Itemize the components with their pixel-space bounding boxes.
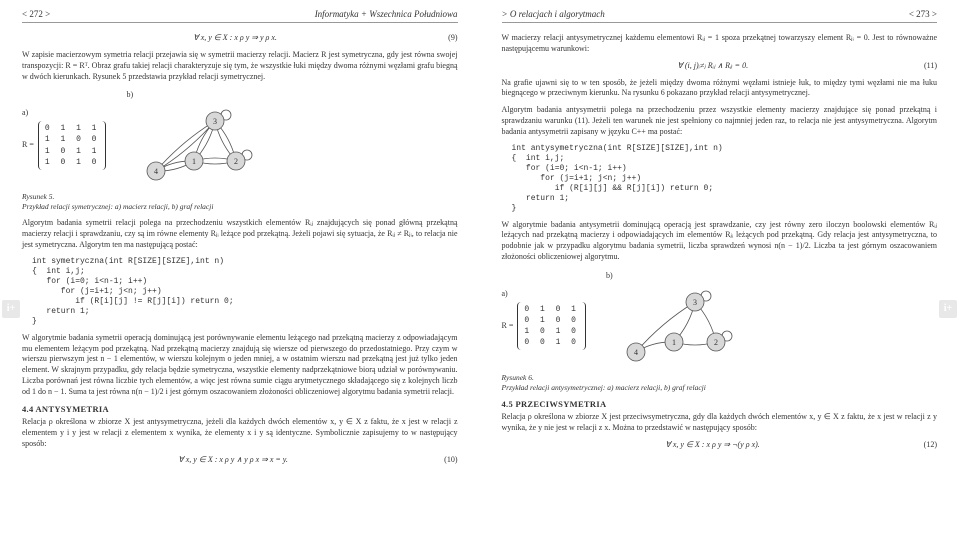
- matrix-row: 1 0 1 0: [45, 157, 100, 168]
- matrix-row: 0 1 0 1: [524, 304, 579, 315]
- header-left: < 272 > Informatyka + Wszechnica Południ…: [22, 8, 458, 23]
- svg-text:4: 4: [154, 167, 158, 176]
- matrix-row: 1 0 1 1: [45, 146, 100, 157]
- eq11-body: ∀ (i, j)ᵢ≠ⱼ Rᵢⱼ ∧ Rⱼᵢ = 0.: [677, 61, 748, 70]
- caption-title: Rysunek 5.: [22, 192, 54, 201]
- para-sym-complexity: W algorytmie badania symetrii operacją d…: [22, 333, 458, 398]
- equation-12: ∀ x, y ∈ X : x ρ y ⇒ ¬(y ρ x). (12): [502, 440, 938, 451]
- caption-title: Rysunek 6.: [502, 373, 534, 382]
- equation-11: ∀ (i, j)ᵢ≠ⱼ Rᵢⱼ ∧ Rⱼᵢ = 0. (11): [502, 61, 938, 72]
- para-symmetry-intro: W zapisie macierzowym symetria relacji p…: [22, 50, 458, 82]
- fig5-graph-col: b) 1 2 3 4: [126, 90, 266, 188]
- matrix-R-label: R =: [502, 321, 514, 332]
- page-number: < 273 >: [909, 8, 937, 20]
- figure-6: a) R = 0 1 0 1 0 1 0 0 1 0 1 0 0 0 1 0 b…: [502, 271, 938, 369]
- caption-body: Przykład relacji symetrycznej: a) macier…: [22, 202, 213, 211]
- para-antisym-complexity: W algorytmie badania antysymetrii dominu…: [502, 220, 938, 263]
- matrix-row: 1 0 1 0: [524, 326, 579, 337]
- svg-text:1: 1: [672, 338, 676, 347]
- figure-5: a) R = 0 1 1 1 1 1 0 0 1 0 1 1 1 0 1 0 b…: [22, 90, 458, 188]
- matrix-R5: 0 1 1 1 1 1 0 0 1 0 1 1 1 0 1 0: [38, 121, 107, 170]
- section-4-5: 4.5 PRZECIWSYMETRIA: [502, 399, 938, 410]
- svg-text:4: 4: [634, 348, 638, 357]
- matrix-row: 0 0 1 0: [524, 337, 579, 348]
- matrix-R-label: R =: [22, 140, 34, 151]
- header-right: > O relacjach i algorytmach < 273 >: [502, 8, 938, 23]
- equation-10: ∀ x, y ∈ X : x ρ y ∧ y ρ x ⇒ x = y. (10): [22, 455, 458, 466]
- label-b: b): [126, 90, 266, 101]
- section-4-4: 4.4 ANTYSYMETRIA: [22, 404, 458, 415]
- equation-9: ∀ x, y ∈ X : x ρ y ⇒ y ρ x. (9): [22, 33, 458, 44]
- eq10-num: (10): [444, 455, 457, 466]
- matrix-row: 0 1 0 0: [524, 315, 579, 326]
- caption-body: Przykład relacji antysymetrycznej: a) ma…: [502, 383, 706, 392]
- eq9-body: ∀ x, y ∈ X : x ρ y ⇒ y ρ x.: [193, 33, 277, 42]
- matrix-row: 1 1 0 0: [45, 134, 100, 145]
- figure-5-caption: Rysunek 5. Przykład relacji symetrycznej…: [22, 192, 458, 212]
- para-contrasym-def: Relacja ρ określona w zbiorze X jest prz…: [502, 412, 938, 434]
- para-antisym-graph: Na grafie ujawni się to w ten sposób, że…: [502, 78, 938, 100]
- para-antisym-matrix: W macierzy relacji antysymetrycznej każd…: [502, 33, 938, 55]
- page-number: < 272 >: [22, 8, 50, 20]
- fig6-matrix-col: a) R = 0 1 0 1 0 1 0 0 1 0 1 0 0 0 1 0: [502, 289, 586, 351]
- matrix-R6: 0 1 0 1 0 1 0 0 1 0 1 0 0 0 1 0: [517, 302, 586, 351]
- svg-text:2: 2: [234, 157, 238, 166]
- graph-6: 1 2 3 4: [606, 284, 746, 369]
- graph-5: 1 2 3 4: [126, 103, 266, 188]
- label-a: a): [502, 289, 586, 300]
- svg-text:3: 3: [213, 117, 217, 126]
- eq10-body: ∀ x, y ∈ X : x ρ y ∧ y ρ x ⇒ x = y.: [178, 455, 288, 464]
- eq9-num: (9): [448, 33, 457, 44]
- header-title: > O relacjach i algorytmach: [502, 8, 605, 20]
- fig5-matrix-col: a) R = 0 1 1 1 1 1 0 0 1 0 1 1 1 0 1 0: [22, 108, 106, 170]
- eq12-body: ∀ x, y ∈ X : x ρ y ⇒ ¬(y ρ x).: [665, 440, 759, 449]
- svg-text:1: 1: [192, 157, 196, 166]
- matrix-row: 0 1 1 1: [45, 123, 100, 134]
- para-antisym-def: Relacja ρ określona w zbiorze X jest ant…: [22, 417, 458, 449]
- svg-text:2: 2: [714, 338, 718, 347]
- eq12-num: (12): [924, 440, 937, 451]
- para-antisym-algo: Algorytm badania antysymetrii polega na …: [502, 105, 938, 137]
- page-272: < 272 > Informatyka + Wszechnica Południ…: [0, 0, 480, 541]
- code-antysymetryczna: int antysymetryczna(int R[SIZE][SIZE],in…: [512, 144, 938, 214]
- svg-text:3: 3: [693, 298, 697, 307]
- fig6-graph-col: b) 1 2 3 4: [606, 271, 746, 369]
- label-b: b): [606, 271, 746, 282]
- label-a: a): [22, 108, 106, 119]
- eq11-num: (11): [924, 61, 937, 72]
- para-sym-algo: Algorytm badania symetrii relacji polega…: [22, 218, 458, 250]
- figure-6-caption: Rysunek 6. Przykład relacji antysymetryc…: [502, 373, 938, 393]
- page-273: > O relacjach i algorytmach < 273 > W ma…: [480, 0, 959, 541]
- header-title: Informatyka + Wszechnica Południowa: [315, 8, 458, 20]
- code-symetryczna: int symetryczna(int R[SIZE][SIZE],int n)…: [32, 257, 458, 327]
